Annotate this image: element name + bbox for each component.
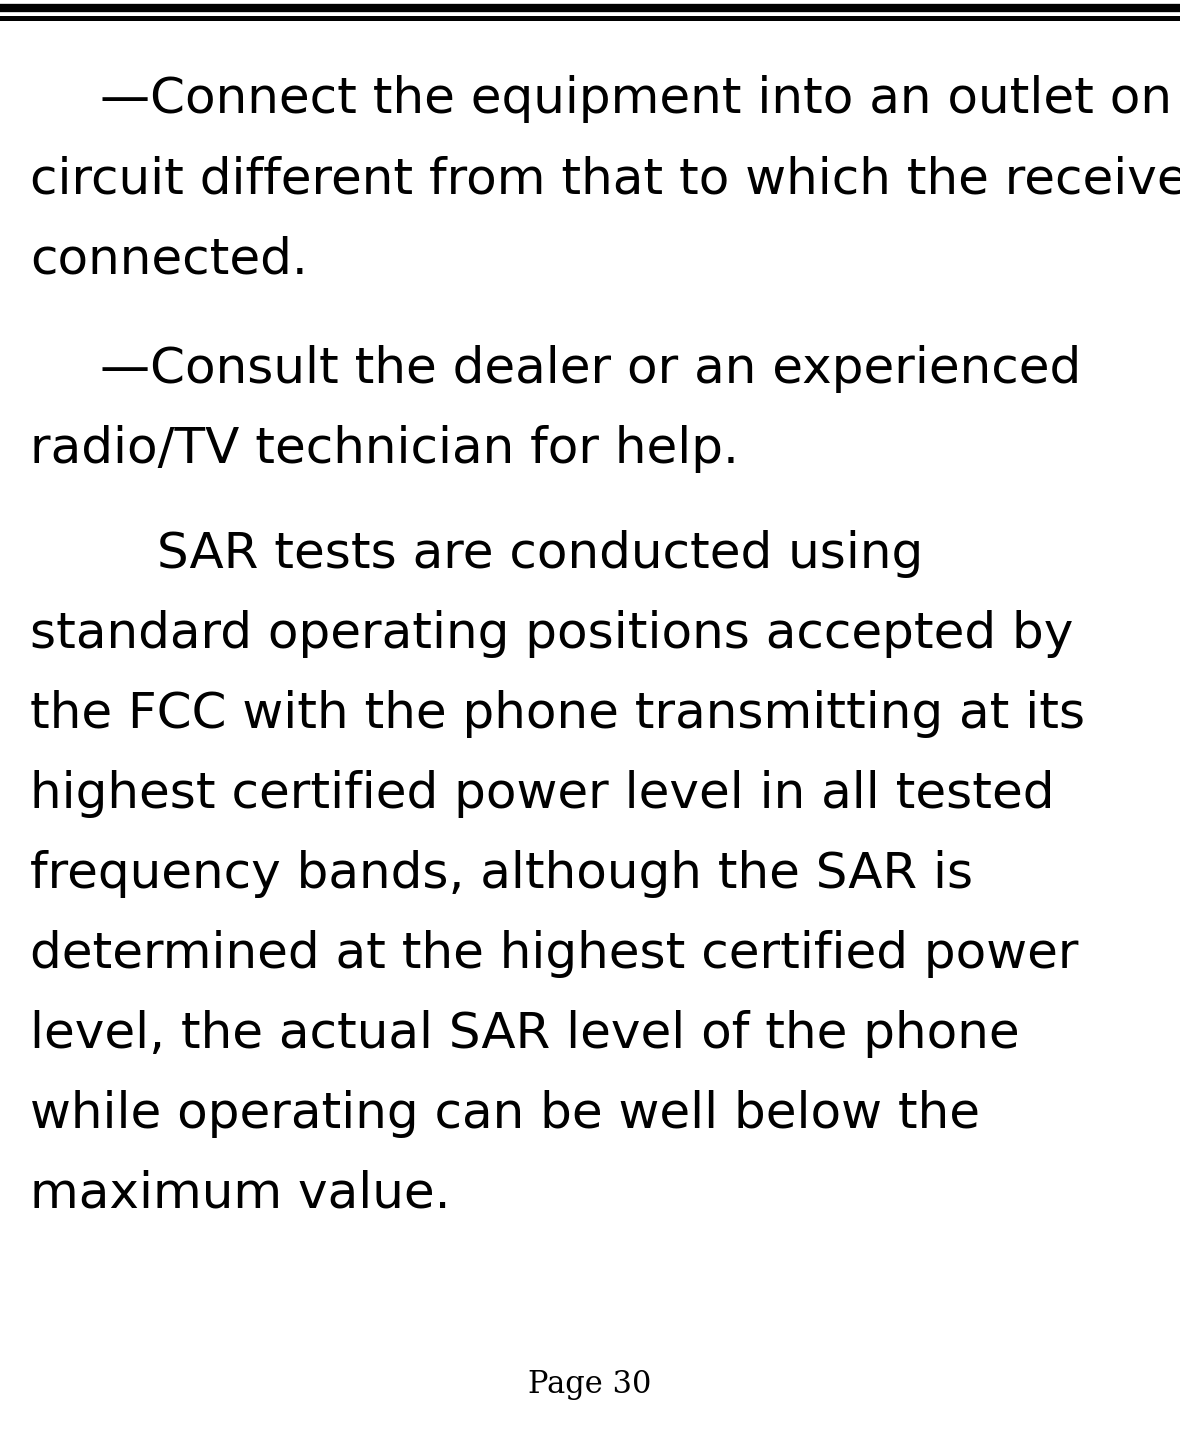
Text: the FCC with the phone transmitting at its: the FCC with the phone transmitting at i… <box>30 690 1086 739</box>
Text: radio/TV technician for help.: radio/TV technician for help. <box>30 425 739 473</box>
Text: while operating can be well below the: while operating can be well below the <box>30 1091 981 1138</box>
Text: circuit different from that to which the receiver is: circuit different from that to which the… <box>30 155 1180 203</box>
Text: highest certified power level in all tested: highest certified power level in all tes… <box>30 770 1055 818</box>
Text: determined at the highest certified power: determined at the highest certified powe… <box>30 930 1079 979</box>
Text: —Consult the dealer or an experienced: —Consult the dealer or an experienced <box>100 345 1081 392</box>
Text: Page 30: Page 30 <box>529 1369 651 1400</box>
Text: maximum value.: maximum value. <box>30 1170 451 1219</box>
Text: SAR tests are conducted using: SAR tests are conducted using <box>30 530 923 578</box>
Text: —Connect the equipment into an outlet on a: —Connect the equipment into an outlet on… <box>100 75 1180 124</box>
Text: frequency bands, although the SAR is: frequency bands, although the SAR is <box>30 851 973 898</box>
Text: level, the actual SAR level of the phone: level, the actual SAR level of the phone <box>30 1010 1020 1058</box>
Text: connected.: connected. <box>30 236 308 283</box>
Text: standard operating positions accepted by: standard operating positions accepted by <box>30 609 1074 658</box>
